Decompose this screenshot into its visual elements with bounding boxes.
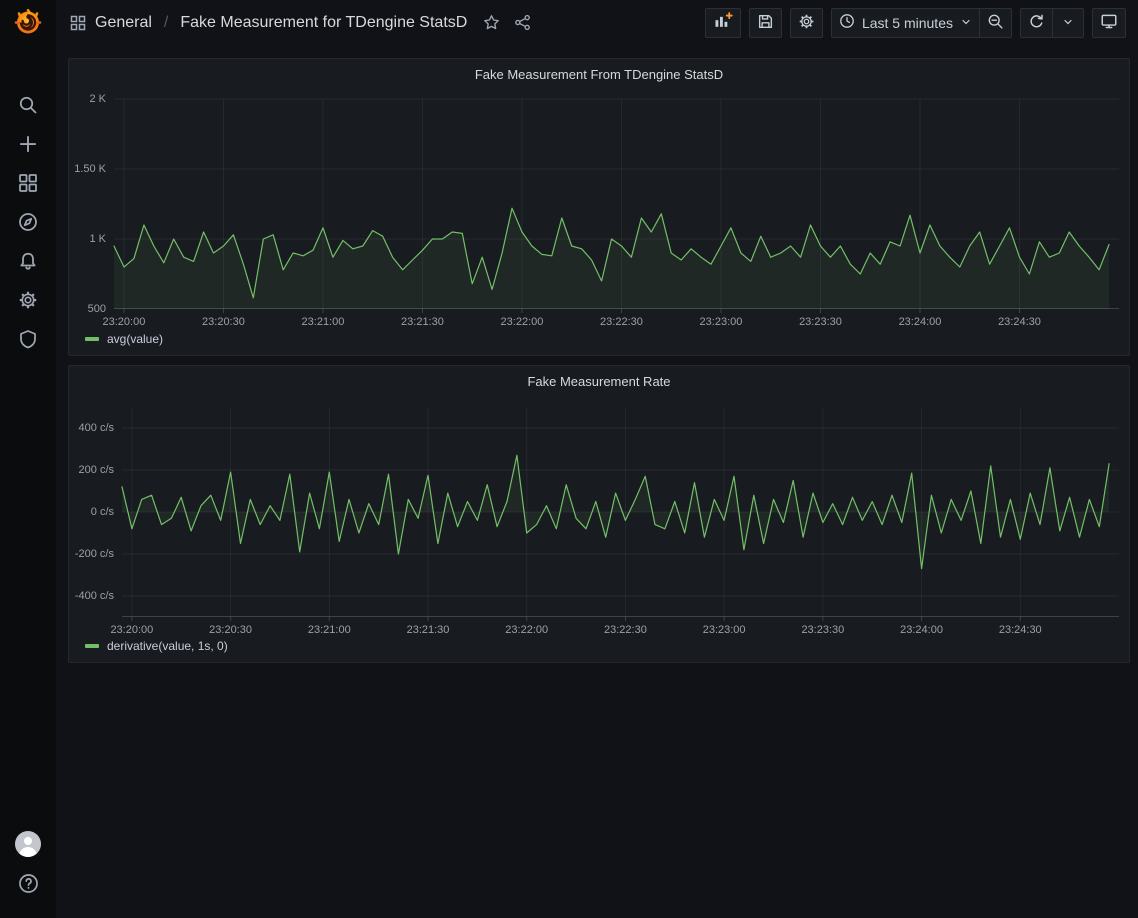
legend-item[interactable]: avg(value) — [85, 332, 163, 346]
x-tick-label: 23:21:00 — [301, 316, 345, 328]
y-tick-label: 1.50 K — [74, 163, 106, 175]
side-menu — [0, 0, 56, 918]
x-tick-label: 23:24:30 — [998, 316, 1041, 328]
x-tick-label: 23:24:00 — [898, 316, 942, 328]
sidebar-item-create[interactable] — [0, 127, 56, 166]
shield-icon — [18, 329, 38, 354]
dashboard-navbar: General / Fake Measurement for TDengine … — [56, 0, 1138, 45]
share-dashboard-button[interactable] — [514, 14, 531, 31]
panel-title[interactable]: Fake Measurement Rate — [527, 373, 671, 389]
time-range-label: Last 5 minutes — [861, 14, 953, 31]
chevron-down-icon — [960, 15, 972, 31]
panel-title[interactable]: Fake Measurement From TDengine StatsD — [474, 66, 724, 82]
chevron-down-icon — [1062, 15, 1074, 31]
sidebar-item-alerting[interactable] — [0, 244, 56, 283]
legend-series-swatch — [85, 644, 99, 648]
clock-icon — [839, 13, 855, 32]
y-tick-label: -400 c/s — [74, 590, 114, 602]
y-tick-label: 400 c/s — [78, 422, 114, 434]
legend-series-swatch — [85, 337, 99, 341]
x-tick-label: 23:22:30 — [600, 316, 643, 328]
x-tick-label: 23:20:00 — [110, 624, 154, 636]
bell-icon — [18, 251, 38, 276]
search-icon — [18, 95, 38, 120]
dashboard-settings-button[interactable] — [789, 7, 823, 38]
time-picker-group: Last 5 minutes — [830, 7, 1012, 38]
chart-canvas — [121, 407, 1119, 621]
dashboard-title[interactable]: Fake Measurement for TDengine StatsD — [180, 13, 468, 31]
refresh-icon — [1028, 13, 1045, 33]
legend-item[interactable]: derivative(value, 1s, 0) — [85, 639, 228, 653]
x-tick-label: 23:20:30 — [209, 624, 252, 636]
sidebar-item-help[interactable] — [0, 872, 56, 900]
y-tick-label: 1 K — [89, 233, 106, 245]
breadcrumb-folder[interactable]: General — [95, 13, 152, 31]
x-tick-label: 23:22:30 — [604, 624, 647, 636]
sidebar-item-explore[interactable] — [0, 205, 56, 244]
time-range-picker[interactable]: Last 5 minutes — [830, 7, 980, 38]
x-tick-label: 23:21:30 — [401, 316, 444, 328]
y-tick-label: 0 c/s — [90, 506, 114, 518]
x-tick-label: 23:22:00 — [500, 316, 544, 328]
dashboard-grid: Fake Measurement From TDengine StatsD av… — [56, 45, 1138, 663]
zoom-out-time-button[interactable] — [979, 7, 1012, 38]
add-panel-button[interactable] — [704, 7, 741, 38]
legend-series-label: avg(value) — [107, 332, 164, 346]
refresh-group — [1020, 7, 1084, 38]
x-tick-label: 23:21:30 — [406, 624, 450, 636]
sidebar-item-server-admin[interactable] — [0, 322, 56, 361]
refresh-button[interactable] — [1020, 7, 1053, 38]
chart-canvas — [113, 98, 1119, 313]
save-icon — [757, 13, 774, 33]
x-tick-label: 23:20:30 — [202, 316, 245, 328]
sidebar-item-dashboards[interactable] — [0, 166, 56, 205]
magnifier-minus-icon — [987, 13, 1004, 33]
x-tick-label: 23:23:00 — [702, 624, 746, 636]
question-circle-icon — [18, 873, 39, 899]
x-tick-label: 23:20:00 — [102, 316, 146, 328]
panel-fake-measurement: Fake Measurement From TDengine StatsD av… — [68, 58, 1130, 356]
panel-fake-measurement-rate: Fake Measurement Rate derivative(value, … — [68, 365, 1130, 663]
sidebar-item-configuration[interactable] — [0, 283, 56, 322]
y-tick-label: -200 c/s — [74, 548, 114, 560]
x-tick-label: 23:23:30 — [799, 316, 842, 328]
grafana-logo[interactable] — [13, 7, 43, 37]
dashboard-toolbar: Last 5 minutes — [704, 7, 1126, 38]
gear-icon — [798, 13, 815, 33]
x-tick-label: 23:21:00 — [307, 624, 351, 636]
x-tick-label: 23:22:00 — [505, 624, 549, 636]
timeseries-chart: derivative(value, 1s, 0) -400 c/s -200 c/… — [69, 366, 1129, 662]
plus-icon — [18, 134, 38, 159]
x-tick-label: 23:24:00 — [900, 624, 943, 636]
breadcrumb-separator: / — [163, 13, 169, 31]
star-dashboard-button[interactable] — [483, 14, 500, 31]
bar-chart-plus-icon — [713, 11, 733, 34]
x-tick-label: 23:23:30 — [801, 624, 845, 636]
kiosk-mode-button[interactable] — [1092, 7, 1126, 38]
monitor-icon — [1100, 12, 1118, 33]
x-tick-label: 23:24:30 — [998, 624, 1042, 636]
chart-plot-area[interactable] — [121, 407, 1119, 621]
y-tick-label: 2 K — [89, 93, 106, 105]
refresh-interval-dropdown[interactable] — [1052, 7, 1084, 38]
x-tick-label: 23:23:00 — [699, 316, 743, 328]
y-tick-label: 200 c/s — [78, 464, 114, 476]
apps-icon — [70, 15, 86, 31]
sidebar-item-search[interactable] — [0, 88, 56, 127]
y-tick-label: 500 — [87, 303, 106, 315]
dashboards-grid-icon — [18, 173, 38, 198]
breadcrumb: General / Fake Measurement for TDengine … — [70, 14, 467, 32]
timeseries-chart: avg(value) 500 1 K 1.50 K 2 K 23:20:00 23:20:… — [69, 59, 1129, 355]
user-avatar[interactable] — [0, 830, 56, 858]
gear-icon — [18, 290, 38, 315]
compass-icon — [18, 212, 38, 237]
save-dashboard-button[interactable] — [748, 7, 782, 38]
legend-series-label: derivative(value, 1s, 0) — [107, 639, 228, 653]
chart-plot-area[interactable] — [113, 98, 1119, 313]
